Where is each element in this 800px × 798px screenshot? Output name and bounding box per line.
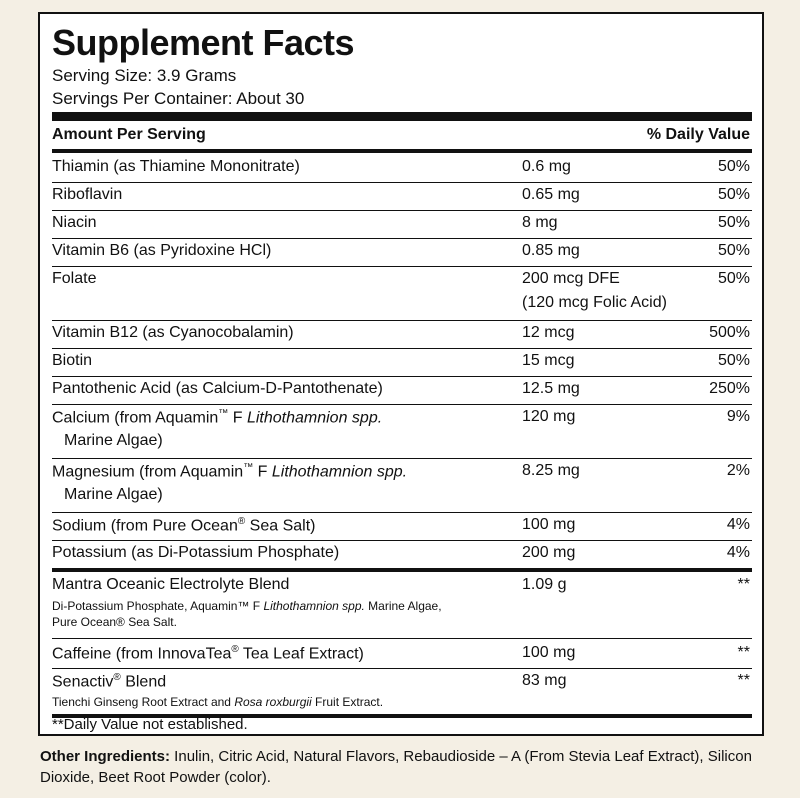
other-ingredients-text: Inulin, Citric Acid, Natural Flavors, Re… <box>40 748 752 786</box>
blend-divider <box>52 568 752 572</box>
supplement-facts-panel: Supplement Facts Serving Size: 3.9 Grams… <box>38 12 764 736</box>
heavy-divider <box>52 112 752 121</box>
daily-value-header: % Daily Value <box>646 126 750 143</box>
other-ingredients-label: Other Ingredients: <box>40 748 171 765</box>
servings-per-container: Servings Per Container: About 30 <box>52 89 305 108</box>
footnote: **Daily Value not established. <box>52 716 248 733</box>
header-divider <box>52 149 752 153</box>
footer-divider <box>52 714 752 718</box>
serving-size: Serving Size: 3.9 Grams <box>52 66 237 85</box>
amount-per-serving-header: Amount Per Serving <box>52 126 206 143</box>
panel-title: Supplement Facts <box>52 22 355 63</box>
other-ingredients: Other Ingredients: Inulin, Citric Acid, … <box>40 746 780 788</box>
